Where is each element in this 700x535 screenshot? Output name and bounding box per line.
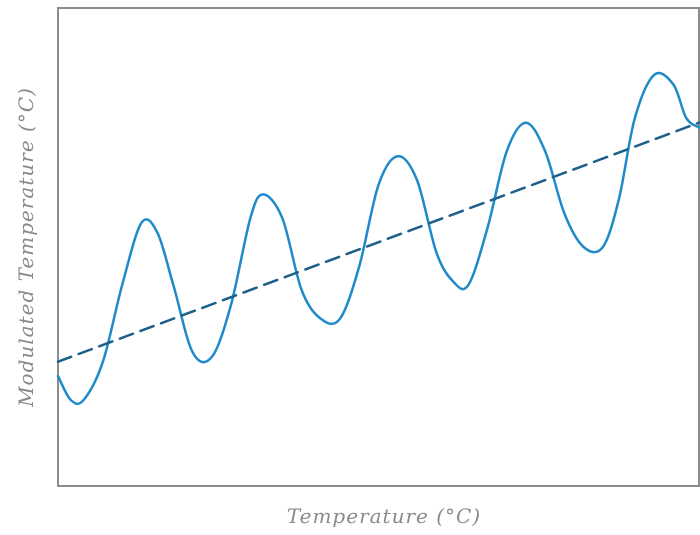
- modulated-temperature-curve: [56, 71, 700, 406]
- plot-area-frame: [57, 7, 700, 487]
- trend-line-dashed: [56, 121, 700, 363]
- x-axis-label: Temperature (°C): [287, 504, 481, 528]
- y-axis-label: Modulated Temperature (°C): [14, 87, 38, 408]
- series-layer: [56, 71, 700, 406]
